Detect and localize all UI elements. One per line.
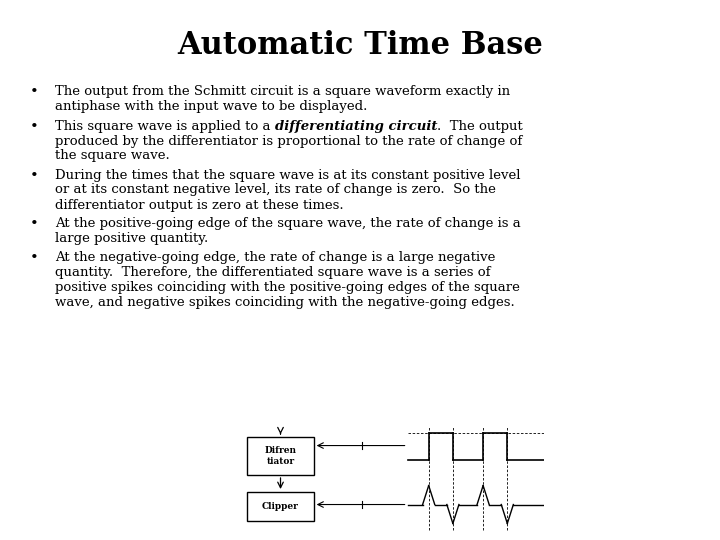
Text: •: •: [30, 251, 39, 265]
Text: Clipper: Clipper: [262, 502, 299, 511]
Text: .  The output: . The output: [437, 120, 523, 133]
Text: differentiating circuit: differentiating circuit: [275, 120, 437, 133]
Text: •: •: [30, 120, 39, 134]
Text: At the positive-going edge of the square wave, the rate of change is a
large pos: At the positive-going edge of the square…: [55, 217, 521, 245]
Text: •: •: [30, 168, 39, 183]
Text: At the negative-going edge, the rate of change is a large negative
quantity.  Th: At the negative-going edge, the rate of …: [55, 251, 520, 309]
Text: The output from the Schmitt circuit is a square waveform exactly in
antiphase wi: The output from the Schmitt circuit is a…: [55, 85, 510, 113]
Text: Difren
tiator: Difren tiator: [264, 447, 297, 466]
Bar: [247, 437, 314, 475]
Text: Automatic Time Base: Automatic Time Base: [177, 30, 543, 61]
Text: •: •: [30, 217, 39, 231]
Text: •: •: [30, 85, 39, 99]
Text: produced by the differentiator is proportional to the rate of change of
the squa: produced by the differentiator is propor…: [55, 134, 522, 163]
Text: This square wave is applied to a: This square wave is applied to a: [55, 120, 275, 133]
Bar: [247, 492, 314, 522]
Text: During the times that the square wave is at its constant positive level
or at it: During the times that the square wave is…: [55, 168, 521, 212]
